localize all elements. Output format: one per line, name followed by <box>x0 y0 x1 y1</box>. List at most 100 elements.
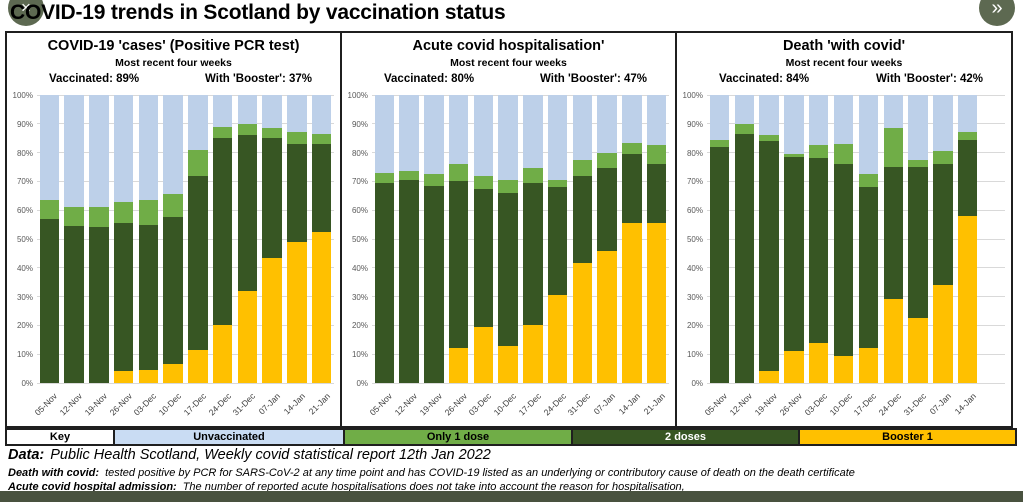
stacked-bar[interactable] <box>448 95 469 383</box>
plot-area: 0% 10% 20% 30% 40% 50% 60% 70% 80% 90% 100% 05-Nov 1… <box>677 89 1011 419</box>
stacked-bar[interactable] <box>883 95 903 383</box>
stacked-bar[interactable] <box>858 95 879 383</box>
bar-segment-unvaccinated <box>64 95 84 208</box>
bar-segment-unvaccinated <box>734 95 754 124</box>
stacked-bar[interactable] <box>262 95 282 383</box>
bar-segment-unvaccinated <box>547 95 568 180</box>
bottom-bar <box>0 491 1023 502</box>
bar-segment-two_doses <box>113 223 134 372</box>
stacked-bar[interactable] <box>759 95 779 383</box>
bar-segment-unvaccinated <box>113 95 134 202</box>
grid <box>707 94 1005 384</box>
stacked-bar[interactable] <box>709 95 730 383</box>
stacked-bar[interactable] <box>311 95 332 383</box>
stacked-bar[interactable] <box>933 95 953 383</box>
grid <box>372 94 669 384</box>
stacked-bar[interactable] <box>39 95 60 383</box>
bar-segment-booster <box>958 215 978 383</box>
bar-segment-unvaccinated <box>833 95 854 144</box>
bar-slot <box>397 95 422 383</box>
bar-segment-one_dose <box>212 126 233 139</box>
stacked-bar[interactable] <box>113 95 134 383</box>
stacked-bar[interactable] <box>572 95 593 383</box>
stacked-bar[interactable] <box>399 95 419 383</box>
stacked-bar[interactable] <box>374 95 395 383</box>
stacked-bar[interactable] <box>424 95 444 383</box>
chart-subtitle: Most recent four weeks <box>115 57 232 69</box>
stacked-bar[interactable] <box>622 95 642 383</box>
bar-segment-booster <box>448 348 469 383</box>
bar-segment-two_doses <box>734 133 754 383</box>
stacked-bar[interactable] <box>163 95 183 383</box>
y-tick-label: 0% <box>356 379 368 388</box>
stacked-bar[interactable] <box>597 95 617 383</box>
bar-segment-one_dose <box>734 123 754 134</box>
stacked-bar[interactable] <box>734 95 754 383</box>
bar-slot <box>186 95 211 383</box>
stacked-bar[interactable] <box>958 95 978 383</box>
stacked-bar[interactable] <box>212 95 233 383</box>
chart-title: Acute covid hospitalisation' <box>412 38 605 54</box>
close-button[interactable]: × <box>8 0 44 26</box>
bar-segment-one_dose <box>89 207 109 228</box>
bar-segment-two_doses <box>597 168 617 251</box>
stacked-bar[interactable] <box>287 95 307 383</box>
bar-segment-two_doses <box>39 218 60 383</box>
bar-segment-unvaccinated <box>597 95 617 153</box>
bar-segment-one_dose <box>523 168 543 183</box>
bar-segment-booster <box>212 325 233 383</box>
bar-segment-booster <box>163 364 183 383</box>
bars <box>707 95 1005 383</box>
bar-segment-two_doses <box>424 185 444 383</box>
bar-segment-booster <box>473 326 494 383</box>
stacked-bar[interactable] <box>498 95 518 383</box>
bar-segment-booster <box>498 345 518 383</box>
y-tick-label: 90% <box>351 119 368 129</box>
bar-segment-booster <box>287 241 307 383</box>
y-tick-label: 30% <box>16 292 33 302</box>
stacked-bar[interactable] <box>784 95 804 383</box>
gridline <box>707 94 1005 96</box>
bar-segment-two_doses <box>64 226 84 383</box>
gridline <box>37 152 334 154</box>
stacked-bar[interactable] <box>908 95 928 383</box>
stacked-bar[interactable] <box>188 95 208 383</box>
y-tick-label: 30% <box>686 292 703 302</box>
gridline <box>37 353 334 355</box>
stacked-bar[interactable] <box>473 95 494 383</box>
bar-slot <box>446 95 471 383</box>
bars <box>37 95 334 383</box>
stacked-bar[interactable] <box>89 95 109 383</box>
stacked-bar[interactable] <box>64 95 84 383</box>
bar-segment-unvaccinated <box>138 95 159 201</box>
stat-booster: With 'Booster': 42% <box>876 73 983 85</box>
y-tick-label: 0% <box>691 379 703 388</box>
gridline <box>37 382 334 384</box>
stacked-bar[interactable] <box>547 95 568 383</box>
stacked-bar[interactable] <box>646 95 667 383</box>
bar-segment-one_dose <box>163 194 183 218</box>
bar-segment-booster <box>262 257 282 383</box>
chart-stats: Vaccinated: 80% With 'Booster': 47% <box>342 73 675 85</box>
bar-segment-two_doses <box>622 154 642 224</box>
stacked-bar[interactable] <box>523 95 543 383</box>
bar-segment-one_dose <box>448 164 469 182</box>
bar-segment-unvaccinated <box>188 95 208 150</box>
footer-death-label: Death with covid: <box>8 467 100 479</box>
bar-segment-one_dose <box>498 179 518 193</box>
stacked-bar[interactable] <box>237 95 258 383</box>
gridline <box>37 238 334 240</box>
bar-segment-one_dose <box>287 132 307 144</box>
stacked-bar[interactable] <box>138 95 159 383</box>
bar-segment-two_doses <box>138 224 159 371</box>
gridline <box>37 94 334 96</box>
next-button[interactable]: » <box>979 0 1015 26</box>
bar-segment-two_doses <box>572 175 593 264</box>
stacked-bar[interactable] <box>809 95 829 383</box>
stacked-bar[interactable] <box>833 95 854 383</box>
footer-hospital-text: The number of reported acute hospitalisa… <box>182 481 685 493</box>
bar-segment-booster <box>908 318 928 383</box>
bar-slot <box>620 95 645 383</box>
bar-segment-unvaccinated <box>622 95 642 143</box>
grid <box>37 94 334 384</box>
